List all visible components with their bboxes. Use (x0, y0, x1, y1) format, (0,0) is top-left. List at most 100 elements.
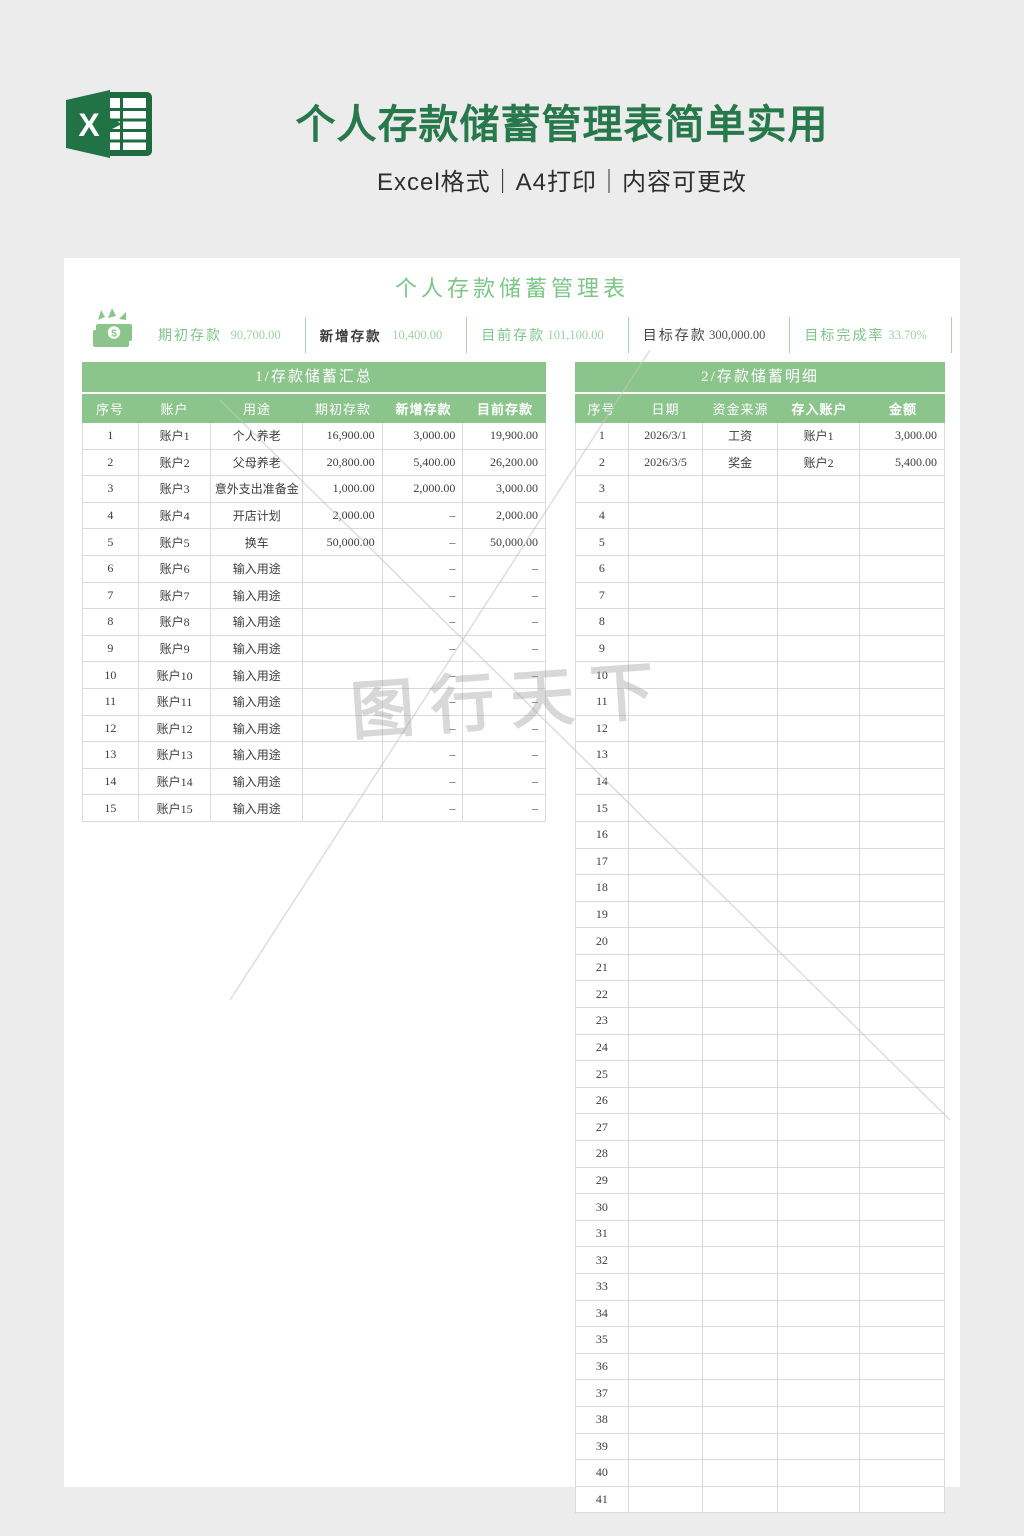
banner: 个人存款储蓄管理表简单实用 Excel格式｜A4打印｜内容可更改 (100, 92, 1024, 197)
table-cell (629, 1406, 704, 1433)
table-cell (703, 1141, 778, 1167)
table-row: 4 账户4 开店计划 2,000.00–2,000.00 (83, 502, 545, 530)
table-cell (778, 1034, 861, 1061)
table-cell: 16 (576, 821, 629, 848)
table-cell: 27 (576, 1114, 629, 1141)
table-cell: 输入用途 (211, 688, 303, 715)
table-header-row: 序号 账户 用途 期初存款 新增存款 目前存款 (82, 394, 546, 423)
summary-bar: $ 期初存款 90,700.00 新增存款 10,400.00 目前存款 101,100.… (88, 307, 952, 354)
table-cell (629, 1008, 704, 1034)
table-row: 10 (576, 662, 944, 689)
table-cell (703, 662, 778, 688)
table-cell (703, 1327, 778, 1353)
table-cell (703, 1486, 778, 1513)
table-cell (303, 555, 383, 582)
table-cell (860, 662, 944, 688)
table-cell: 12 (83, 715, 139, 742)
table-row: 7 账户7 输入用途 – – (83, 582, 545, 610)
table-row: 1 2026/3/1 工资 账户1 3,000.00 (576, 423, 944, 450)
table-cell (860, 849, 944, 875)
table-cell (703, 795, 778, 821)
table-cell (703, 1167, 778, 1194)
table-cell (778, 1327, 861, 1353)
table-row: 36 (576, 1353, 944, 1381)
summary-value: 101,100.00 (547, 327, 604, 342)
table-title-band: 1/存款储蓄汇总 (82, 362, 546, 392)
table-cell (629, 1141, 704, 1167)
table-row: 15 账户15 输入用途 – – (83, 795, 545, 821)
summary-table: 1/存款储蓄汇总 序号 账户 用途 期初存款 新增存款 目前存款 1 账户1 个人养老 16,9… (82, 362, 546, 822)
table-cell (629, 1247, 704, 1273)
money-icon: $ (88, 306, 144, 357)
table-cell (703, 1380, 778, 1406)
table-cell (778, 1008, 861, 1034)
table-cell (860, 583, 944, 609)
table-cell: 26 (576, 1087, 629, 1114)
table-cell: – (532, 667, 538, 682)
table-cell (778, 555, 861, 582)
table-row: 11 (576, 688, 944, 716)
table-cell (860, 1274, 944, 1300)
table-row: 15 (576, 795, 944, 822)
table-cell: 账户1 (139, 423, 212, 449)
table-cell (629, 1433, 704, 1460)
table-cell (629, 875, 704, 901)
table-cell (629, 901, 704, 928)
table-row: 21 (576, 954, 944, 982)
table-cell (778, 954, 861, 981)
summary-label: 目前存款 (481, 329, 546, 344)
table-title-band: 2/存款储蓄明细 (575, 362, 945, 392)
table-cell (629, 1220, 704, 1247)
table-cell (860, 1487, 944, 1513)
column-header: 期初存款 (314, 402, 371, 417)
table-cell (860, 476, 944, 502)
banner-title: 个人存款储蓄管理表简单实用 (295, 103, 829, 147)
table-row: 19 (576, 901, 944, 929)
table-body: 1 2026/3/1 工资 账户1 3,000.00 2 2026/3/5 奖金 账户2 5,40… (575, 423, 945, 1514)
table-cell (860, 689, 944, 715)
table-cell (629, 1486, 704, 1513)
column-header: 目前存款 (476, 402, 533, 417)
table-cell (703, 529, 778, 555)
table-cell: 4 (83, 502, 139, 529)
table-cell (629, 1061, 704, 1087)
table-cell (860, 1141, 944, 1167)
svg-text:X: X (78, 107, 100, 143)
table-cell: 3,000.00 (895, 428, 938, 443)
table-cell: 2 (83, 449, 139, 476)
table-cell (629, 821, 704, 848)
table-row: 35 (576, 1327, 944, 1354)
table-cell: – (532, 694, 538, 709)
summary-item: 目前存款 101,100.00 (467, 317, 629, 353)
table-cell: – (383, 795, 464, 821)
table-cell (703, 688, 778, 715)
table-cell (778, 715, 861, 742)
table-cell: 19,900.00 (490, 428, 538, 443)
table-row: 14 (576, 768, 944, 796)
summary-label: 新增存款 (319, 329, 382, 344)
table-cell (703, 875, 778, 901)
table-cell: 账户8 (139, 609, 212, 635)
table-cell: 账户6 (139, 555, 212, 582)
table-body: 1 账户1 个人养老 16,900.00 3,000.00 19,900.00 2 账户2 父母… (82, 423, 546, 822)
table-cell (629, 768, 704, 795)
table-cell: – (383, 582, 464, 609)
table-cell: 15 (83, 795, 139, 821)
table-cell: 输入用途 (211, 715, 303, 742)
table-cell: 30 (576, 1194, 629, 1220)
table-cell (629, 635, 704, 662)
table-cell (860, 981, 944, 1007)
table-row: 41 (576, 1486, 944, 1513)
table-cell: 账户2 (778, 449, 861, 476)
table-cell (860, 503, 944, 529)
table-cell (778, 1486, 861, 1513)
table-cell (860, 928, 944, 954)
table-cell: 账户9 (139, 635, 212, 662)
table-cell (703, 609, 778, 635)
table-cell: 1 (83, 423, 139, 449)
summary-label: 期初存款 (158, 329, 222, 344)
excel-logo-icon: X (66, 90, 152, 158)
summary-value: 300,000.00 (709, 327, 766, 342)
table-cell (860, 1301, 944, 1327)
table-cell: 38 (576, 1406, 629, 1433)
